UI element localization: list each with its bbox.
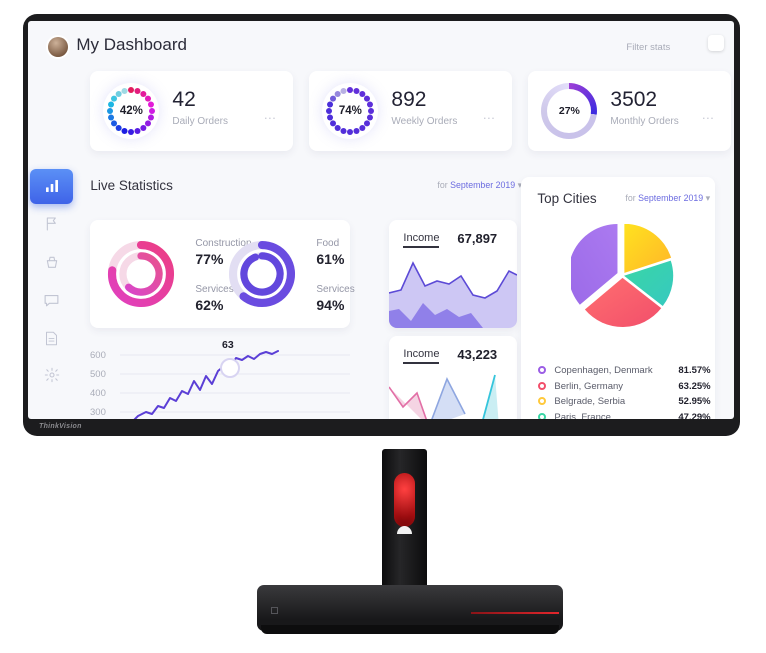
svg-text:300: 300 [90, 407, 106, 418]
svg-text:500: 500 [90, 369, 106, 380]
svg-text:63: 63 [222, 339, 234, 351]
svg-text:600: 600 [90, 350, 106, 361]
svg-text:400: 400 [90, 388, 106, 399]
